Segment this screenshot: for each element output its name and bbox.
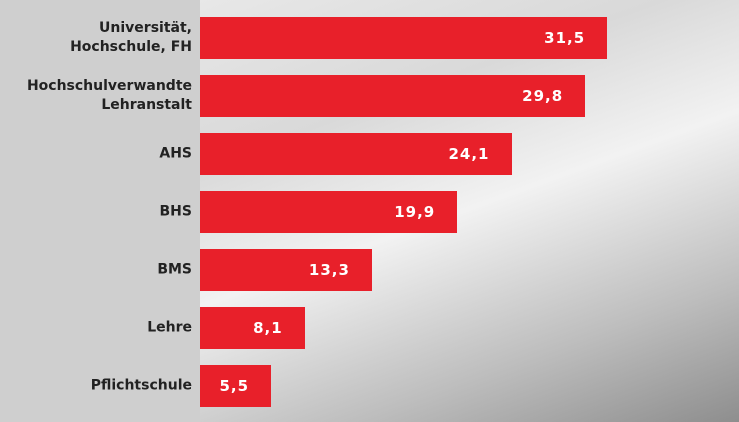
value-label: 29,8: [522, 87, 563, 105]
category-label: Lehre: [0, 319, 192, 338]
value-label: 13,3: [309, 261, 350, 279]
chart: Universität, Hochschule, FH 31,5 Hochschul…: [0, 0, 739, 422]
value-label: 8,1: [253, 319, 283, 337]
value-label: 24,1: [448, 145, 489, 163]
value-label: 5,5: [220, 377, 250, 395]
category-label: AHS: [0, 145, 192, 164]
category-label: Hochschulverwandte Lehranstalt: [0, 77, 192, 115]
category-label: Universität, Hochschule, FH: [0, 19, 192, 57]
category-label: Pflichtschule: [0, 377, 192, 396]
category-label: BMS: [0, 261, 192, 280]
value-label: 19,9: [394, 203, 435, 221]
value-label: 31,5: [544, 29, 585, 47]
category-label: BHS: [0, 203, 192, 222]
